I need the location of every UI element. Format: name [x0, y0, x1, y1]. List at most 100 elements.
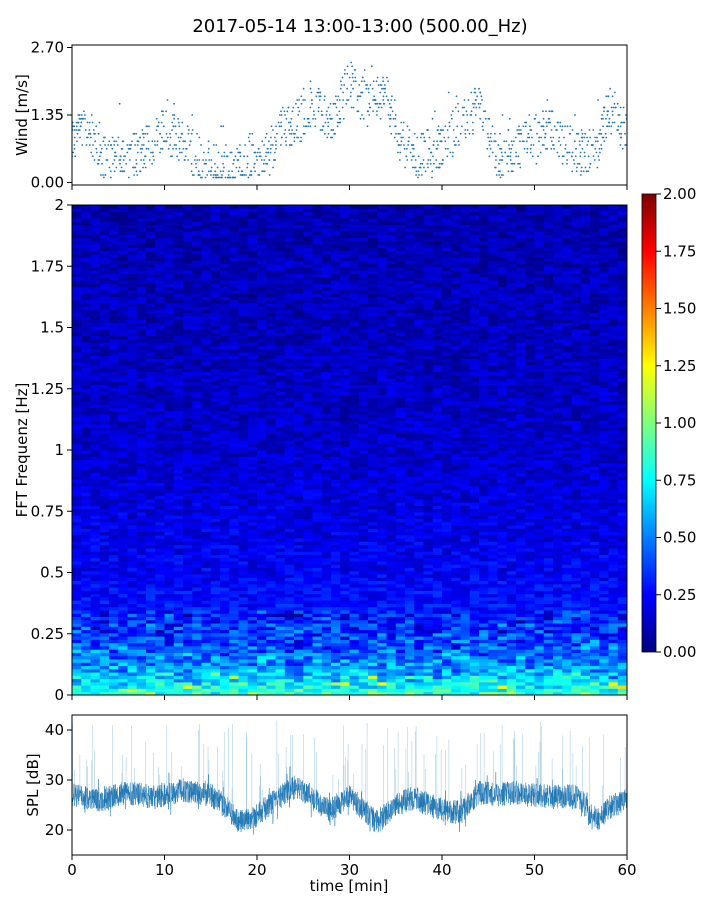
- spectrogram-cell: [321, 649, 332, 653]
- spectrogram-cell: [562, 672, 572, 676]
- spectrogram-cell: [201, 603, 212, 608]
- wind-point: [394, 117, 397, 120]
- spectrogram-cell: [238, 534, 249, 539]
- spectrogram-cell: [210, 603, 221, 608]
- spectrogram-cell: [599, 623, 609, 627]
- wind-point: [350, 106, 353, 109]
- wind-point: [352, 80, 355, 83]
- spectrogram-cell: [136, 642, 147, 647]
- spectrogram-cell: [136, 646, 147, 650]
- spectrogram-cell: [590, 659, 600, 663]
- spectrogram-cell: [534, 619, 545, 624]
- spectrogram-cell: [553, 668, 563, 673]
- wind-point: [525, 140, 528, 143]
- spectrogram-cell: [229, 570, 239, 575]
- wind-point: [356, 99, 359, 101]
- spectrogram-cell: [442, 597, 452, 601]
- spectrogram-cell: [506, 613, 517, 617]
- spectrogram-cell: [72, 619, 82, 624]
- spectrogram-cell: [442, 528, 452, 533]
- wind-point: [275, 147, 277, 150]
- spectrogram-cell: [386, 626, 397, 631]
- wind-point: [188, 129, 190, 131]
- spectrogram-cell: [146, 531, 156, 536]
- spectrogram-cell: [266, 681, 276, 686]
- spectrogram-cell: [192, 561, 202, 565]
- wind-point: [286, 110, 289, 113]
- spectrogram-cell: [617, 561, 627, 565]
- spectrogram-cell: [543, 691, 554, 695]
- wind-point: [268, 140, 270, 143]
- spectrogram-cell: [238, 597, 249, 601]
- wind-point: [221, 176, 223, 179]
- spectrogram-cell: [432, 659, 443, 663]
- spectrogram-cell: [469, 548, 480, 552]
- wind-point: [447, 147, 449, 150]
- wind-point: [165, 140, 168, 143]
- spectrogram-cell: [349, 567, 360, 572]
- spectrogram-cell: [331, 603, 341, 608]
- spectrogram-cell: [423, 685, 434, 689]
- spectrogram-cell: [469, 616, 480, 621]
- spectrogram-cell: [479, 525, 489, 529]
- spectrogram-cell: [229, 515, 239, 519]
- spectrogram-cell: [312, 525, 323, 529]
- spectrogram-cell: [553, 616, 563, 621]
- spectrogram-cell: [192, 652, 202, 657]
- spectrogram-cell: [136, 564, 147, 568]
- spectrogram-cell: [423, 691, 434, 695]
- wind-point: [486, 147, 489, 150]
- spectrogram-cell: [173, 505, 184, 510]
- wind-point: [122, 140, 125, 143]
- spectrogram-cell: [423, 623, 434, 627]
- spectrogram-cell: [617, 623, 627, 627]
- wind-point: [384, 91, 386, 94]
- spectrogram-cell: [479, 541, 489, 546]
- spectrogram-cell: [220, 593, 230, 598]
- spectrogram-cell: [118, 551, 128, 555]
- spectrogram-cell: [173, 583, 184, 588]
- spectrogram-cell: [312, 632, 323, 637]
- spectrogram-cell: [321, 557, 332, 562]
- spectrogram-cell: [479, 610, 489, 614]
- spectrogram-cell: [414, 603, 424, 608]
- spectrogram-cell: [229, 518, 239, 523]
- wind-point: [515, 155, 517, 158]
- spectrogram-cell: [247, 593, 258, 598]
- spectrogram-cell: [127, 691, 138, 695]
- spectrogram-cell: [229, 583, 239, 588]
- spectrogram-cell: [590, 619, 600, 624]
- spectrogram-cell: [543, 678, 554, 683]
- spectrogram-cell: [432, 597, 443, 601]
- spectrogram-cell: [192, 580, 202, 585]
- spectrogram-cell: [118, 619, 128, 624]
- wind-point: [232, 162, 235, 165]
- wind-point: [354, 76, 357, 79]
- spectrogram-cell: [321, 492, 332, 497]
- spectrogram-cell: [534, 652, 545, 657]
- spectrogram-cell: [331, 567, 341, 572]
- wind-point: [199, 176, 202, 179]
- wind-point: [566, 125, 569, 128]
- spectrogram-cell: [173, 577, 184, 582]
- spectrogram-cell: [118, 574, 128, 578]
- spectrogram-cell: [553, 528, 563, 533]
- spectrogram-cell: [525, 629, 535, 634]
- spectrogram-cell: [90, 561, 101, 565]
- spectrogram-cell: [81, 577, 91, 582]
- spectrogram-cell: [247, 616, 258, 621]
- spectrogram-cell: [229, 564, 239, 568]
- spectrogram-cell: [257, 606, 267, 611]
- spectrogram-cell: [210, 616, 221, 621]
- spectrogram-cell: [423, 508, 434, 513]
- spectrogram-cell: [90, 662, 101, 666]
- wind-point: [605, 136, 608, 139]
- wind-point: [374, 99, 377, 101]
- spectrogram-cell: [368, 548, 378, 552]
- spectrogram-cell: [266, 619, 276, 624]
- spectrogram-cell: [497, 561, 508, 565]
- spectrogram-cell: [109, 580, 119, 585]
- spectrogram-cell: [599, 672, 609, 676]
- spectrogram-cell: [349, 515, 360, 519]
- wind-point: [465, 110, 468, 113]
